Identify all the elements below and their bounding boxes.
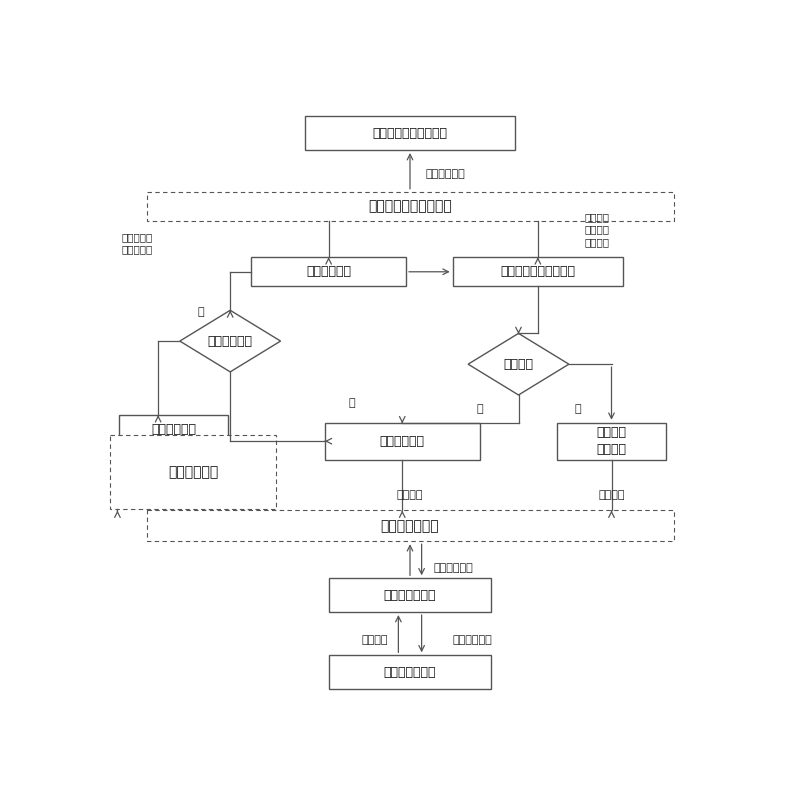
Text: 实时调整商
户取样概率: 实时调整商 户取样概率	[122, 232, 153, 255]
Polygon shape	[468, 334, 569, 395]
Text: 是: 是	[198, 307, 204, 317]
Text: 支付结果通知: 支付结果通知	[453, 635, 492, 645]
Bar	[306, 116, 514, 150]
Text: 微支付接入网关: 微支付接入网关	[384, 589, 436, 602]
Bar	[119, 415, 228, 444]
Bar	[329, 578, 491, 612]
Text: 实时通知
计算累积
统计结果: 实时通知 计算累积 统计结果	[584, 212, 610, 247]
Text: 鉴权认证模块: 鉴权认证模块	[306, 265, 351, 279]
Text: 计算新的概率: 计算新的概率	[426, 169, 466, 179]
Bar	[251, 257, 406, 286]
Text: 安全控制模块: 安全控制模块	[168, 465, 218, 479]
Text: 核心支付模块: 核心支付模块	[380, 435, 425, 447]
Text: 支付失败: 支付失败	[598, 490, 625, 500]
Text: 微支付接入终端: 微支付接入终端	[384, 666, 436, 679]
Bar	[558, 423, 666, 460]
Text: 抽样概率实时调整模块: 抽样概率实时调整模块	[368, 200, 452, 213]
Bar	[453, 257, 623, 286]
Text: 请求支付: 请求支付	[362, 635, 388, 645]
Text: 微支付接入总线: 微支付接入总线	[381, 519, 439, 533]
Bar	[329, 655, 491, 689]
Bar	[146, 510, 674, 541]
Text: 否: 否	[575, 404, 582, 414]
Text: 概率实时调整规则引擎: 概率实时调整规则引擎	[373, 127, 447, 140]
Text: 鉴权认证结果存储模块: 鉴权认证结果存储模块	[500, 265, 575, 279]
Bar	[146, 192, 674, 221]
Polygon shape	[180, 310, 281, 372]
Text: 鉴权通过: 鉴权通过	[503, 357, 534, 371]
Text: 支付失败
处理模块: 支付失败 处理模块	[597, 426, 626, 456]
Bar	[325, 423, 480, 460]
Text: 支付成功: 支付成功	[397, 490, 423, 500]
Text: 是: 是	[477, 404, 483, 414]
Bar	[110, 436, 276, 509]
Text: 是否需要认证: 是否需要认证	[208, 335, 253, 348]
Text: 否: 否	[349, 398, 355, 408]
Text: 支付结果通知: 支付结果通知	[434, 563, 473, 574]
Text: 抽样概率模块: 抽样概率模块	[151, 423, 196, 436]
